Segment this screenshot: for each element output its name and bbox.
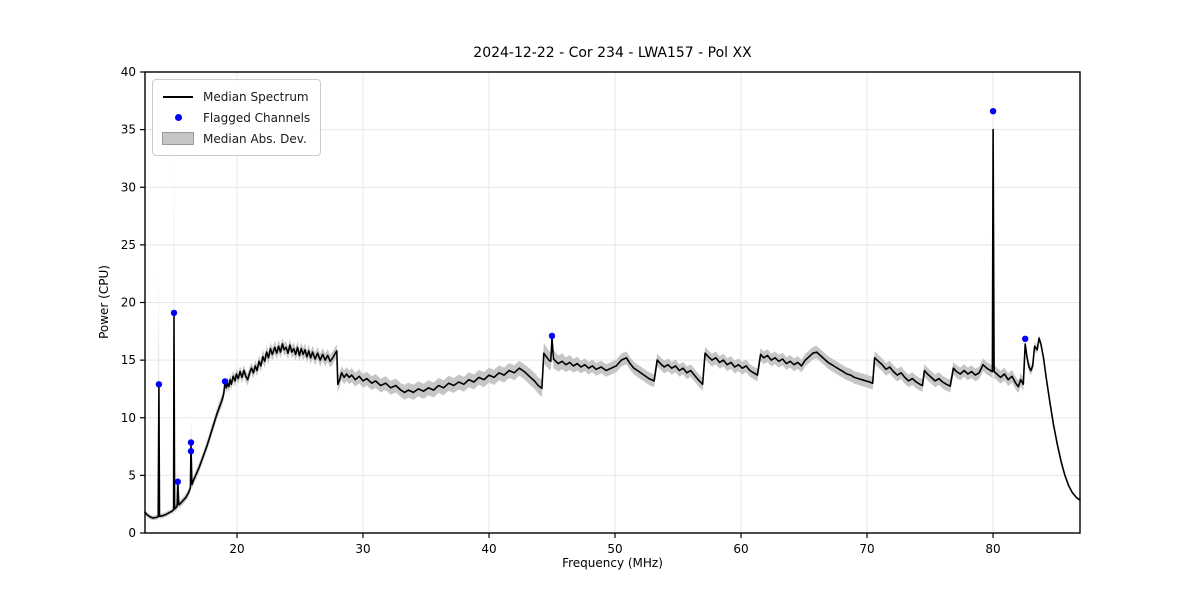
legend-item-median-abs-dev: Median Abs. Dev. — [161, 128, 310, 149]
flagged-channel-point — [548, 332, 556, 340]
y-tick-label: 5 — [128, 468, 136, 482]
flagged-channel-point — [155, 381, 163, 388]
y-tick-label: 40 — [121, 65, 136, 79]
x-tick-label: 40 — [481, 542, 496, 556]
y-axis-label: Power (CPU) — [97, 265, 111, 339]
flagged-channel-point — [174, 478, 181, 485]
mad-band — [145, 122, 1080, 521]
y-tick-label: 30 — [121, 180, 136, 194]
y-tick-label: 15 — [121, 353, 136, 367]
x-tick-label: 20 — [229, 542, 244, 556]
legend-item-flagged-channels: Flagged Channels — [161, 107, 310, 128]
legend-label: Median Abs. Dev. — [203, 131, 307, 146]
x-axis-label: Frequency (MHz) — [562, 556, 663, 570]
x-tick-label: 50 — [607, 542, 622, 556]
flagged-channel-point — [1021, 335, 1029, 342]
legend-item-median-spectrum: Median Spectrum — [161, 86, 310, 107]
y-tick-label: 35 — [121, 123, 136, 137]
y-tick-label: 0 — [128, 526, 136, 540]
y-tick-label: 20 — [121, 296, 136, 310]
flagged-channel-point — [989, 108, 997, 115]
x-tick-label: 80 — [985, 542, 1000, 556]
y-tick-label: 25 — [121, 238, 136, 252]
axes-spines — [144, 71, 1081, 534]
x-tick-label: 30 — [355, 542, 370, 556]
median-spectrum-line — [144, 128, 1081, 519]
flagged-channel-point — [187, 439, 195, 446]
legend-label: Flagged Channels — [203, 110, 311, 125]
flagged-channel-point — [170, 309, 178, 317]
x-tick-label: 70 — [859, 542, 874, 556]
y-tick-label: 10 — [121, 411, 136, 425]
flagged-channel-point — [221, 378, 229, 385]
legend: Median Spectrum Flagged Channels Median … — [152, 79, 322, 156]
x-tick-label: 60 — [733, 542, 748, 556]
flagged-channel-point — [187, 448, 195, 455]
patch-swatch-icon — [161, 132, 195, 145]
dot-swatch-icon — [161, 114, 195, 121]
chart-title: 2024-12-22 - Cor 234 - LWA157 - Pol XX — [473, 45, 752, 61]
line-swatch-icon — [161, 95, 195, 98]
legend-label: Median Spectrum — [203, 89, 309, 104]
